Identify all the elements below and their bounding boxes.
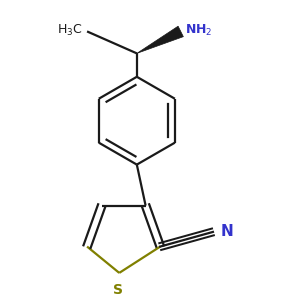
Polygon shape bbox=[137, 26, 183, 53]
Text: S: S bbox=[113, 283, 123, 297]
Text: NH$_2$: NH$_2$ bbox=[185, 22, 212, 38]
Text: N: N bbox=[220, 224, 233, 239]
Text: H$_3$C: H$_3$C bbox=[57, 22, 83, 38]
